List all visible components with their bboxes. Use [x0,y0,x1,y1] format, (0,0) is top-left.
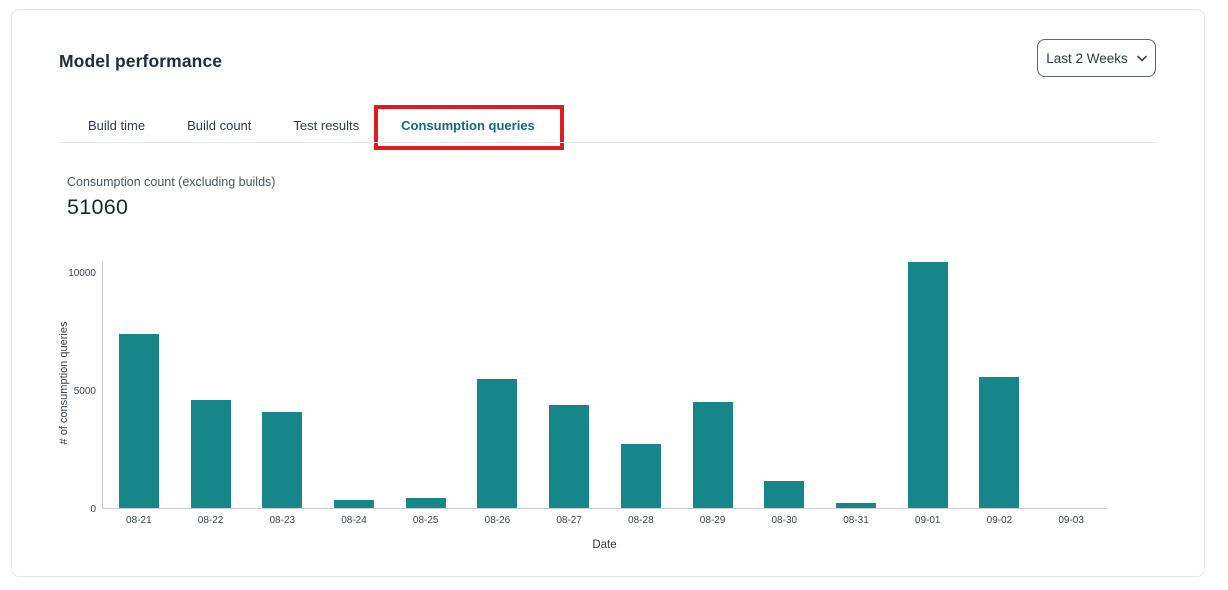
x-tick-label: 08-21 [126,515,152,526]
model-performance-card: Model performance Last 2 Weeks Build tim… [11,9,1205,577]
tab-build-time[interactable]: Build time [67,108,166,142]
bar-09-01 [907,262,948,508]
tab-consumption-queries[interactable]: Consumption queries [374,105,564,150]
tab-test-results[interactable]: Test results [272,108,380,142]
chart-plot: 08-21 08-22 08-23 08-24 08-25 08-26 08-27 08-28… [102,261,1107,526]
y-tick-label: 5000 [73,385,96,397]
bar-09-02 [979,377,1020,508]
bar-08-24 [334,500,374,508]
tab-divider [59,142,1156,143]
bar-08-23 [262,412,303,508]
y-axis-ticks: 0 5000 10000 [12,261,96,515]
x-tick-label: 08-27 [556,515,582,526]
x-tick-label: 08-30 [771,515,798,526]
x-tick-label: 09-01 [914,515,941,526]
y-tick-label: 10000 [68,267,96,279]
bar-08-21 [118,334,159,508]
x-tick-label: 08-24 [341,515,367,526]
x-tick-label: 08-25 [412,515,439,526]
time-range-value: Last 2 Weeks [1046,50,1128,66]
page-title: Model performance [59,51,223,71]
x-tick-label: 08-29 [699,515,726,526]
bar-08-22 [190,400,231,508]
tab-bar: Build time Build count Test results Consump… [67,105,564,150]
x-tick-label: 08-28 [628,515,654,526]
bar-08-28 [620,444,661,508]
x-tick-label: 08-26 [484,515,511,526]
x-tick-label: 08-31 [843,515,869,526]
time-range-dropdown[interactable]: Last 2 Weeks [1037,39,1156,77]
x-tick-label: 08-23 [269,515,296,526]
bar-08-29 [692,402,733,508]
tab-build-count[interactable]: Build count [166,108,272,142]
x-axis-title: Date [592,539,617,551]
x-tick-label: 08-22 [197,515,224,526]
bar-08-26 [477,379,518,508]
metric-label: Consumption count (excluding builds) [67,175,276,189]
bar-08-31 [836,503,876,508]
x-tick-label: 09-02 [986,515,1013,526]
bar-08-27 [549,405,590,508]
x-tick-label: 09-03 [1058,515,1084,526]
annotation-red-box [374,105,564,150]
y-tick-label: 0 [90,504,96,515]
bar-08-25 [405,498,446,508]
metric-value: 51060 [67,195,129,219]
bar-08-30 [764,481,805,508]
chevron-down-icon [1136,54,1147,62]
